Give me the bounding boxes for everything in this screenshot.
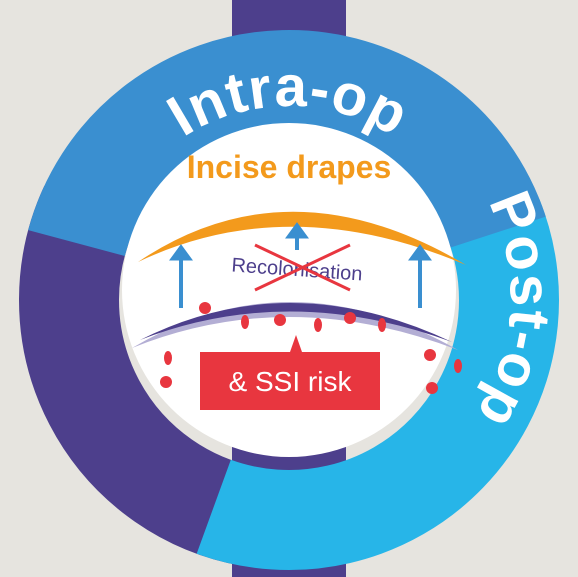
- diagram: Intra-op Post-op Pre-op Incise drapes Re…: [0, 0, 578, 577]
- risk-label: & SSI risk: [229, 366, 353, 397]
- incise-drapes-title: Incise drapes: [187, 149, 392, 185]
